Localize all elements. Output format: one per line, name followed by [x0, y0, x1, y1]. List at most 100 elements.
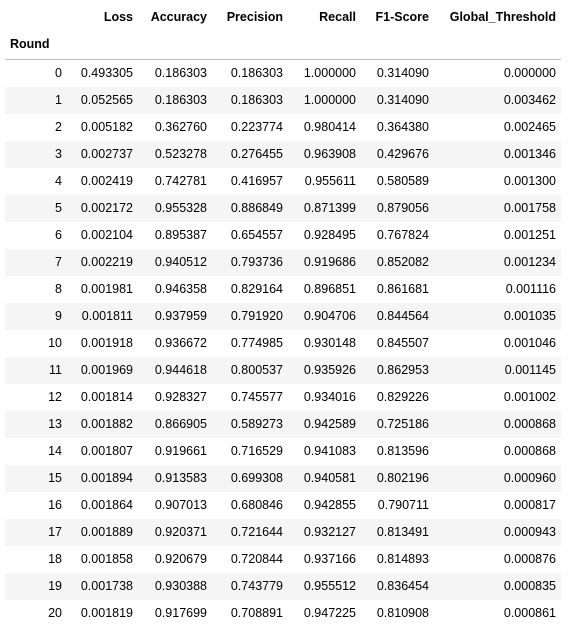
- cell-global-threshold: 0.001234: [503, 254, 556, 269]
- row-index-cell: 13: [48, 416, 62, 431]
- cell-f1-score: 0.580589: [376, 173, 429, 188]
- cell-precision: 0.186303: [230, 92, 283, 107]
- cell-f1-score: 0.810908: [376, 605, 429, 620]
- cell-accuracy: 0.917699: [154, 605, 207, 620]
- cell-global-threshold: 0.001251: [503, 227, 556, 242]
- cell-f1-score: 0.725186: [376, 416, 429, 431]
- cell-f1-score: 0.767824: [376, 227, 429, 242]
- cell-recall: 0.940581: [303, 470, 356, 485]
- cell-recall: 0.942589: [303, 416, 356, 431]
- cell-recall: 0.980414: [303, 119, 356, 134]
- column-header-row: Loss Accuracy Precision Recall F1-Score …: [5, 4, 561, 31]
- cell-recall: 0.955611: [304, 173, 356, 188]
- cell-loss: 0.001882: [80, 416, 133, 431]
- table-row: 18 0.001858 0.920679 0.720844 0.937166 0.8148…: [5, 546, 561, 573]
- cell-global-threshold: 0.001046: [503, 335, 556, 350]
- cell-precision: 0.680846: [230, 497, 283, 512]
- cell-recall: 0.941083: [303, 443, 356, 458]
- cell-f1-score: 0.879056: [376, 200, 429, 215]
- row-index-cell: 1: [55, 92, 62, 107]
- cell-accuracy: 0.907013: [154, 497, 207, 512]
- cell-loss: 0.005182: [80, 119, 133, 134]
- cell-accuracy: 0.186303: [154, 65, 207, 80]
- cell-f1-score: 0.844564: [376, 308, 429, 323]
- cell-precision: 0.589273: [230, 416, 283, 431]
- index-name-label: Round: [5, 31, 67, 60]
- column-header-f1-score: F1-Score: [375, 10, 430, 24]
- cell-f1-score: 0.861681: [376, 281, 429, 296]
- cell-loss: 0.001819: [80, 605, 133, 620]
- row-index-cell: 15: [48, 470, 62, 485]
- row-index-cell: 8: [55, 281, 62, 296]
- row-index-cell: 14: [48, 443, 62, 458]
- table-row: 14 0.001807 0.919661 0.716529 0.941083 0.8135…: [5, 438, 561, 465]
- cell-loss: 0.001811: [81, 308, 133, 323]
- table-row: 17 0.001889 0.920371 0.721644 0.932127 0.8134…: [5, 518, 561, 546]
- header-corner-cell: [5, 4, 67, 31]
- table-body: 0 0.493305 0.186303 0.186303 1.000000 0.31409…: [5, 59, 561, 626]
- cell-accuracy: 0.936672: [154, 335, 207, 350]
- table-row: 8 0.001981 0.946358 0.829164 0.896851 0.86168…: [5, 276, 561, 303]
- row-index-cell: 19: [48, 578, 62, 593]
- cell-recall: 0.896851: [303, 281, 356, 296]
- table-row: 4 0.002419 0.742781 0.416957 0.955611 0.58058…: [5, 168, 561, 195]
- cell-accuracy: 0.866905: [154, 416, 207, 431]
- cell-global-threshold: 0.000868: [503, 443, 556, 458]
- cell-accuracy: 0.920679: [154, 551, 207, 566]
- cell-recall: 0.871399: [303, 200, 356, 215]
- table-row: 5 0.002172 0.955328 0.886849 0.871399 0.87905…: [5, 194, 561, 222]
- row-index-cell: 5: [55, 200, 62, 215]
- cell-precision: 0.743779: [230, 578, 283, 593]
- cell-precision: 0.699308: [230, 470, 283, 485]
- cell-recall: 0.919686: [303, 254, 356, 269]
- cell-loss: 0.002104: [80, 227, 133, 242]
- cell-accuracy: 0.913583: [154, 470, 207, 485]
- cell-f1-score: 0.790711: [377, 497, 429, 512]
- row-index-cell: 9: [55, 308, 62, 323]
- index-name-row: Round: [5, 31, 561, 60]
- cell-f1-score: 0.836454: [376, 578, 429, 593]
- cell-precision: 0.186303: [230, 65, 283, 80]
- table-row: 1 0.052565 0.186303 0.186303 1.000000 0.31409…: [5, 86, 561, 114]
- cell-global-threshold: 0.001300: [503, 173, 556, 188]
- cell-precision: 0.708891: [230, 605, 283, 620]
- cell-loss: 0.001894: [80, 470, 133, 485]
- cell-accuracy: 0.186303: [154, 92, 207, 107]
- column-header-precision: Precision: [226, 10, 283, 24]
- cell-f1-score: 0.852082: [376, 254, 429, 269]
- cell-precision: 0.721644: [230, 524, 283, 539]
- cell-recall: 0.947225: [303, 605, 356, 620]
- cell-accuracy: 0.362760: [154, 119, 207, 134]
- column-header-accuracy: Accuracy: [150, 10, 207, 24]
- row-index-cell: 17: [48, 524, 62, 539]
- column-header-loss: Loss: [103, 10, 133, 24]
- cell-recall: 0.932127: [303, 524, 356, 539]
- table-row: 10 0.001918 0.936672 0.774985 0.930148 0.8455…: [5, 330, 561, 357]
- cell-recall: 0.963908: [303, 146, 356, 161]
- table-row: 19 0.001738 0.930388 0.743779 0.955512 0.8364…: [5, 572, 561, 600]
- cell-accuracy: 0.523278: [154, 146, 207, 161]
- cell-precision: 0.720844: [230, 551, 283, 566]
- cell-recall: 0.935926: [303, 362, 356, 377]
- cell-f1-score: 0.862953: [376, 362, 429, 377]
- cell-recall: 0.942855: [303, 497, 356, 512]
- row-index-cell: 16: [48, 497, 62, 512]
- cell-precision: 0.654557: [230, 227, 283, 242]
- row-index-cell: 20: [48, 605, 62, 620]
- cell-loss: 0.002219: [80, 254, 133, 269]
- cell-accuracy: 0.920371: [154, 524, 207, 539]
- cell-precision: 0.886849: [230, 200, 283, 215]
- cell-global-threshold: 0.000876: [503, 551, 556, 566]
- cell-global-threshold: 0.002465: [503, 119, 556, 134]
- cell-recall: 0.955512: [303, 578, 356, 593]
- cell-f1-score: 0.813491: [376, 524, 429, 539]
- cell-f1-score: 0.845507: [376, 335, 429, 350]
- results-table: Loss Accuracy Precision Recall F1-Score …: [5, 4, 561, 626]
- cell-loss: 0.002737: [80, 146, 133, 161]
- table-row: 20 0.001819 0.917699 0.708891 0.947225 0.8109…: [5, 600, 561, 626]
- cell-precision: 0.416957: [230, 173, 283, 188]
- cell-precision: 0.774985: [230, 335, 283, 350]
- cell-precision: 0.793736: [230, 254, 283, 269]
- cell-loss: 0.002419: [80, 173, 133, 188]
